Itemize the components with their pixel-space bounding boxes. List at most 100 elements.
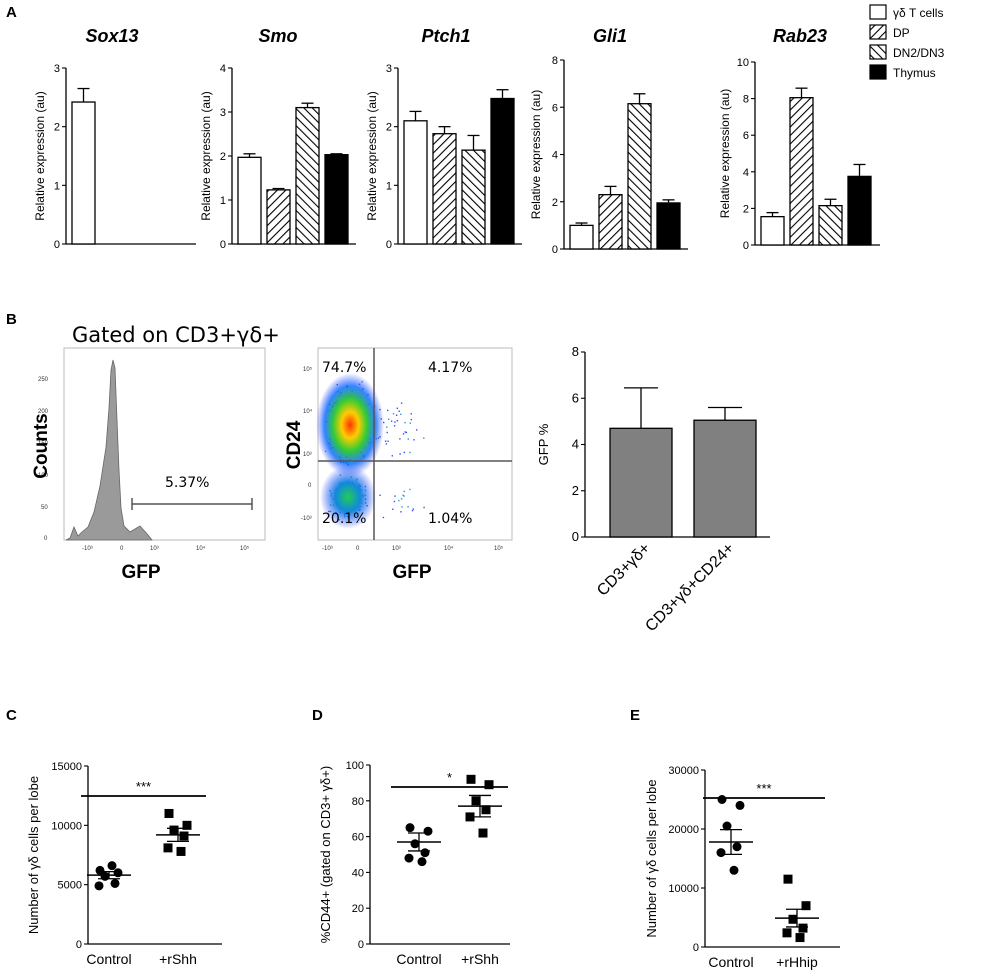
rab23-bar-t-cells: [760, 215, 785, 246]
smo-bar-t-cells: [237, 156, 262, 245]
dotplot-event: [400, 498, 403, 500]
rshh-count-ytick-label: 5000: [58, 880, 82, 892]
rhhip-count-point-control: [722, 821, 732, 831]
ptch1-ytick-label: 3: [386, 63, 392, 75]
rshh-cd44-ytick-label: 20: [352, 903, 364, 915]
rab23-bar-chart: 0 2 4 6 8 10 Relative expression (au) Rab23: [718, 26, 880, 252]
rshh-cd44-point-control: [420, 848, 430, 858]
dotplot-event: [394, 421, 396, 423]
rshh-count-ylabel: Number of γδ cells per lobe: [26, 776, 41, 934]
dotplot-event: [416, 429, 418, 431]
rshh-cd44-significance-label: *: [447, 770, 452, 785]
dotplot-event: [390, 420, 393, 422]
gfp-percent-ytick-label: 0: [572, 529, 579, 544]
dotplot-event: [404, 421, 406, 424]
gli1-ytick-label: 4: [552, 150, 558, 162]
rshh-count-xlabel-control: Control: [86, 951, 131, 967]
sox13-title: Sox13: [85, 26, 138, 46]
rshh-count-point-control: [107, 861, 117, 871]
legend-label-dn: DN2/DN3: [893, 46, 945, 60]
rhhip-count-point-control: [729, 865, 739, 875]
rhhip-count-significance-label: ***: [756, 781, 771, 796]
dotplot-event: [387, 409, 389, 412]
rshh-count-point-control: [94, 881, 104, 891]
dotplot-event: [403, 490, 405, 493]
dotplot-event: [392, 413, 395, 415]
rshh-count-significance-label: ***: [136, 779, 151, 794]
rshh-count-point-control: [110, 878, 120, 888]
dotplot-event: [394, 495, 396, 497]
panel-label-d: D: [312, 707, 323, 724]
rshh-count-xlabel-rshh: +rShh: [159, 951, 197, 967]
dotplot-event: [404, 431, 406, 433]
ptch1-bar-dn2-dn3: [461, 149, 486, 245]
dot-ytick-1e5: 10⁵: [303, 366, 313, 373]
ptch1-bar-chart: 0 1 2 3 Relative expression (au) Ptch1: [365, 26, 522, 251]
smo-ytick-label: 3: [220, 107, 226, 119]
hist-ytick-150: 150: [38, 441, 49, 447]
smo-ytick-label: 2: [220, 151, 226, 163]
rab23-ytick-label: 10: [737, 57, 749, 69]
dotplot-event: [413, 439, 415, 441]
rab23-ylabel: Relative expression (au): [718, 89, 732, 218]
sox13-bar-t-cells: [71, 101, 96, 245]
rshh-cd44-point-control: [417, 857, 427, 867]
gli1-ytick-label: 6: [552, 102, 558, 114]
sox13-ytick-label: 0: [54, 239, 60, 251]
dot-ytick-1e3: 10³: [303, 452, 312, 458]
hist-ytick-0: 0: [44, 536, 48, 542]
dotplot-event: [409, 451, 411, 454]
legend-swatch-gd: [869, 4, 887, 20]
rshh-cd44-percent-chart: 0 20 40 60 80 100 %CD44+ (gated on CD3+ γδ+) Co…: [318, 760, 510, 967]
dotplot-event: [402, 494, 404, 496]
dotplot-event: [393, 425, 396, 427]
gfp-histogram: 5.37% 250 200 150 100 50 0 -10³ 0 10³ 10…: [31, 347, 266, 583]
dotplot-event: [411, 509, 414, 512]
gli1-bar-thymus: [656, 202, 681, 250]
dotplot-event: [405, 431, 408, 434]
dotplot-event: [407, 438, 409, 440]
rhhip-count-point-control: [735, 800, 745, 810]
dot-ytick-neg: -10³: [301, 516, 312, 522]
quadrant-lower-left: 20.1%: [322, 511, 366, 527]
legend-label-dp: DP: [893, 26, 910, 40]
rhhip-cell-number-chart: 0 10000 20000 30000 Number of γδ cells per l…: [644, 765, 840, 970]
rhhip-count-point-control: [732, 842, 742, 852]
dotplot-event: [399, 438, 401, 440]
dotplot-event: [399, 453, 401, 455]
dotplot-event: [392, 508, 394, 510]
dotplot-event: [385, 443, 388, 445]
dot-xtick-neg: -10³: [322, 546, 333, 552]
gli1-ytick-label: 0: [552, 244, 558, 256]
rshh-cd44-ytick-label: 0: [358, 939, 364, 951]
quadrant-upper-left: 74.7%: [322, 360, 366, 376]
panel-label-a: A: [6, 4, 17, 21]
panel-label-e: E: [630, 707, 640, 724]
dotplot-event: [410, 413, 412, 415]
rab23-ytick-label: 2: [743, 203, 749, 215]
ptch1-ytick-label: 1: [386, 180, 392, 192]
rhhip-count-ytick-label: 10000: [668, 883, 699, 895]
smo-bar-thymus: [324, 154, 349, 245]
hist-ytick-200: 200: [38, 409, 49, 415]
rshh-count-point-control: [100, 871, 110, 881]
smo-bar-dn2-dn3: [295, 106, 320, 245]
gfp-percent-ytick-label: 4: [572, 437, 579, 452]
rshh-count-point-rshh: [164, 808, 174, 818]
dotplot-event: [403, 495, 405, 497]
dot-xtick-0: 0: [356, 546, 360, 552]
hist-ytick-100: 100: [38, 473, 49, 479]
dotplot-event: [410, 418, 412, 421]
rshh-cell-number-chart: 0 5000 10000 15000 Number of γδ cells per lo…: [26, 761, 222, 967]
gate-percent: 5.37%: [165, 475, 209, 491]
dotplot-event: [395, 414, 398, 416]
dotplot-event: [400, 413, 402, 415]
dotplot-event: [391, 455, 393, 457]
gate-title: Gated on CD3+γδ+: [72, 323, 280, 347]
rshh-count-ytick-label: 15000: [51, 761, 82, 773]
dotplot-event: [386, 426, 388, 428]
smo-bar-chart: 0 1 2 3 4 Relative expression (au) Smo: [199, 26, 356, 251]
rshh-count-point-rshh: [163, 843, 173, 853]
dotplot-event: [423, 506, 425, 509]
rshh-cd44-point-rshh: [478, 828, 488, 838]
